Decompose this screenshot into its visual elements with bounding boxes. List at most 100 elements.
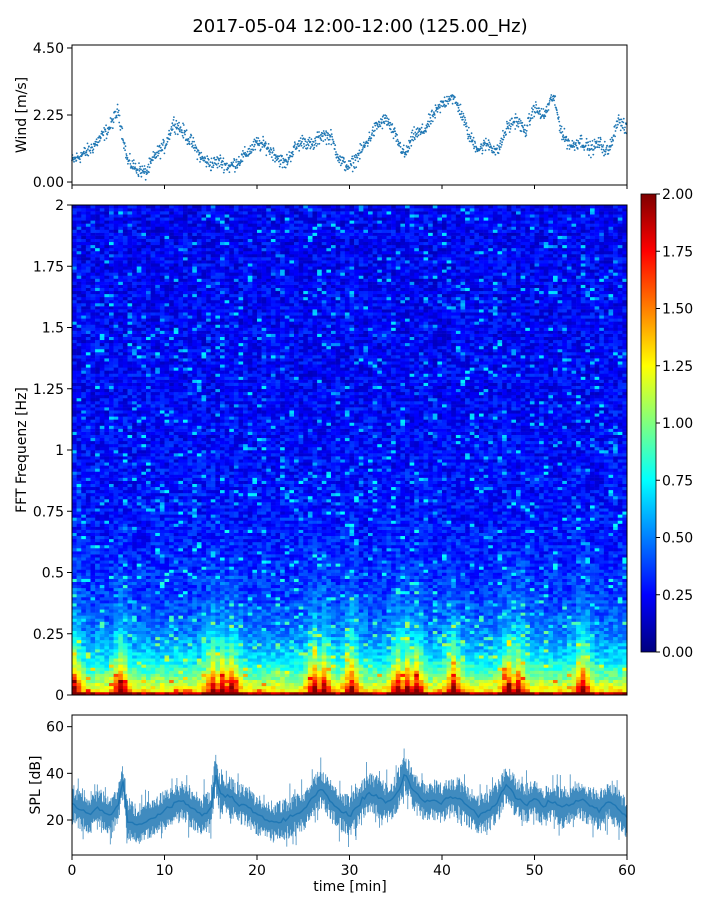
heatmap-cell bbox=[151, 536, 156, 539]
wind-point bbox=[267, 147, 269, 149]
wind-point bbox=[157, 155, 159, 157]
heatmap-cell bbox=[160, 438, 165, 441]
wind-point bbox=[211, 158, 213, 160]
heatmap-cell bbox=[151, 453, 156, 456]
heatmap-cell bbox=[137, 346, 142, 349]
heatmap-cell bbox=[155, 422, 160, 425]
heatmap-cell bbox=[174, 646, 179, 649]
heatmap-cell bbox=[151, 539, 156, 542]
heatmap-cell bbox=[104, 563, 109, 566]
heatmap-cell bbox=[81, 625, 86, 628]
heatmap-cell bbox=[91, 631, 96, 634]
heatmap-cell bbox=[95, 545, 100, 548]
heatmap-cell bbox=[77, 606, 82, 609]
heatmap-cell bbox=[81, 677, 86, 680]
heatmap-cell bbox=[165, 551, 170, 554]
wind-point bbox=[470, 136, 472, 138]
wind-point bbox=[593, 149, 595, 151]
heatmap-cell bbox=[77, 340, 82, 343]
heatmap-cell bbox=[137, 300, 142, 303]
heatmap-cell bbox=[114, 279, 119, 282]
heatmap-cell bbox=[100, 419, 105, 422]
wind-point bbox=[397, 139, 399, 141]
heatmap-cell bbox=[137, 236, 142, 239]
heatmap-cell bbox=[151, 395, 156, 398]
heatmap-cell bbox=[86, 686, 91, 689]
wind-point bbox=[249, 151, 251, 153]
wind-point bbox=[416, 133, 418, 135]
wind-point bbox=[223, 172, 225, 174]
heatmap-cell bbox=[95, 361, 100, 364]
heatmap-cell bbox=[114, 217, 119, 220]
heatmap-cell bbox=[104, 358, 109, 361]
heatmap-cell bbox=[155, 282, 160, 285]
wind-point bbox=[531, 107, 533, 109]
heatmap-cell bbox=[146, 315, 151, 318]
heatmap-cell bbox=[132, 683, 137, 686]
heatmap-cell bbox=[91, 275, 96, 278]
heatmap-cell bbox=[160, 444, 165, 447]
heatmap-cell bbox=[72, 625, 77, 628]
heatmap-cell bbox=[160, 548, 165, 551]
wind-point bbox=[90, 152, 92, 154]
wind-point bbox=[503, 135, 505, 137]
wind-point bbox=[257, 137, 259, 139]
heatmap-cell bbox=[137, 398, 142, 401]
heatmap-cell bbox=[104, 263, 109, 266]
wind-point bbox=[124, 142, 126, 144]
heatmap-cell bbox=[77, 456, 82, 459]
heatmap-cell bbox=[72, 233, 77, 236]
heatmap-cell bbox=[100, 566, 105, 569]
wind-point bbox=[586, 138, 588, 140]
heatmap-cell bbox=[151, 487, 156, 490]
heatmap-cell bbox=[118, 579, 123, 582]
heatmap-cell bbox=[81, 358, 86, 361]
heatmap-cell bbox=[118, 214, 123, 217]
heatmap-cell bbox=[123, 337, 128, 340]
heatmap-cell bbox=[141, 468, 146, 471]
wind-point bbox=[170, 132, 172, 134]
heatmap-cell bbox=[104, 674, 109, 677]
heatmap-cell bbox=[169, 481, 174, 484]
heatmap-cell bbox=[104, 478, 109, 481]
heatmap-cell bbox=[155, 527, 160, 530]
heatmap-cell bbox=[146, 429, 151, 432]
wind-point bbox=[506, 121, 508, 123]
heatmap-cell bbox=[160, 214, 165, 217]
heatmap-cell bbox=[160, 328, 165, 331]
heatmap-cell bbox=[155, 585, 160, 588]
heatmap-cell bbox=[77, 530, 82, 533]
wind-point bbox=[192, 145, 194, 147]
heatmap-cell bbox=[155, 386, 160, 389]
heatmap-cell bbox=[151, 337, 156, 340]
heatmap-cell bbox=[146, 554, 151, 557]
heatmap-cell bbox=[146, 312, 151, 315]
heatmap-cell bbox=[169, 563, 174, 566]
wind-point bbox=[116, 117, 118, 119]
heatmap-cell bbox=[91, 524, 96, 527]
heatmap-cell bbox=[169, 502, 174, 505]
heatmap-cell bbox=[86, 291, 91, 294]
heatmap-cell bbox=[160, 680, 165, 683]
heatmap-cell bbox=[132, 367, 137, 370]
wind-point bbox=[179, 129, 181, 131]
heatmap-cell bbox=[86, 533, 91, 536]
heatmap-cell bbox=[155, 686, 160, 689]
wind-point bbox=[323, 130, 325, 132]
heatmap-cell bbox=[151, 294, 156, 297]
heatmap-cell bbox=[86, 373, 91, 376]
heatmap-cell bbox=[100, 321, 105, 324]
heatmap-cell bbox=[86, 297, 91, 300]
heatmap-cell bbox=[81, 594, 86, 597]
heatmap-cell bbox=[123, 226, 128, 229]
wind-point bbox=[325, 134, 327, 136]
heatmap-cell bbox=[77, 471, 82, 474]
heatmap-cell bbox=[155, 395, 160, 398]
heatmap-cell bbox=[151, 628, 156, 631]
wind-point bbox=[113, 121, 115, 123]
heatmap-cell bbox=[91, 471, 96, 474]
wind-point bbox=[514, 121, 516, 123]
wind-point bbox=[561, 139, 563, 141]
heatmap-cell bbox=[165, 352, 170, 355]
heatmap-cell bbox=[100, 569, 105, 572]
